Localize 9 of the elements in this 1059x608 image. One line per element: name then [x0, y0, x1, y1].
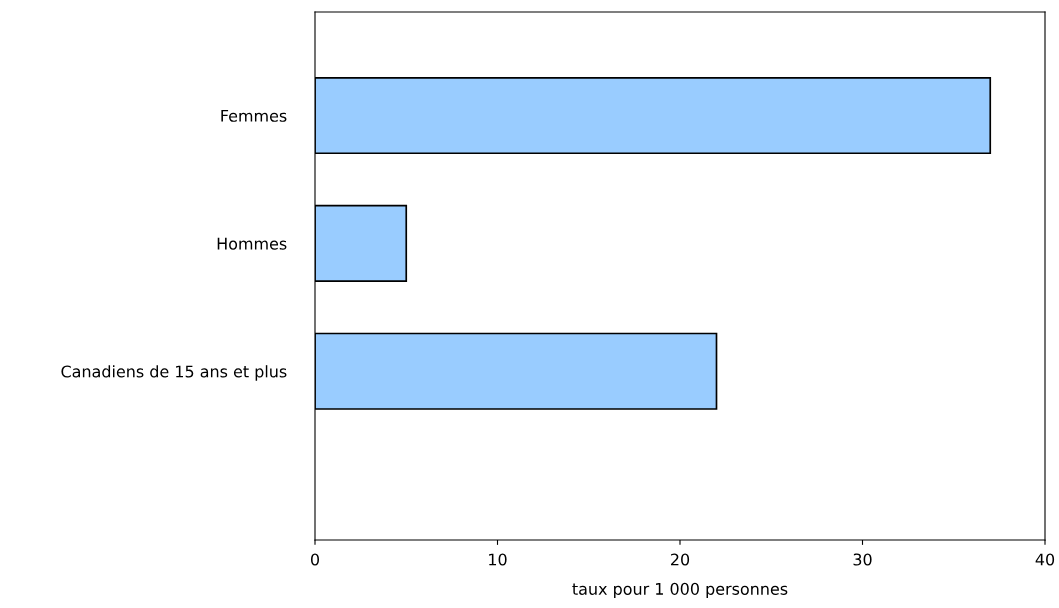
x-tick-label: 20	[671, 553, 690, 566]
x-tick-label: 10	[489, 553, 507, 566]
x-axis-title: taux pour 1 000 personnes	[572, 582, 788, 598]
x-tick-label: 30	[853, 553, 872, 566]
x-tick-label: 40	[1035, 553, 1055, 566]
y-tick-label: Hommes	[217, 237, 287, 250]
x-tick-label: 0	[310, 553, 320, 566]
y-tick-label: Femmes	[221, 109, 287, 122]
y-tick-label: Canadiens de 15 ans et plus	[61, 365, 287, 381]
